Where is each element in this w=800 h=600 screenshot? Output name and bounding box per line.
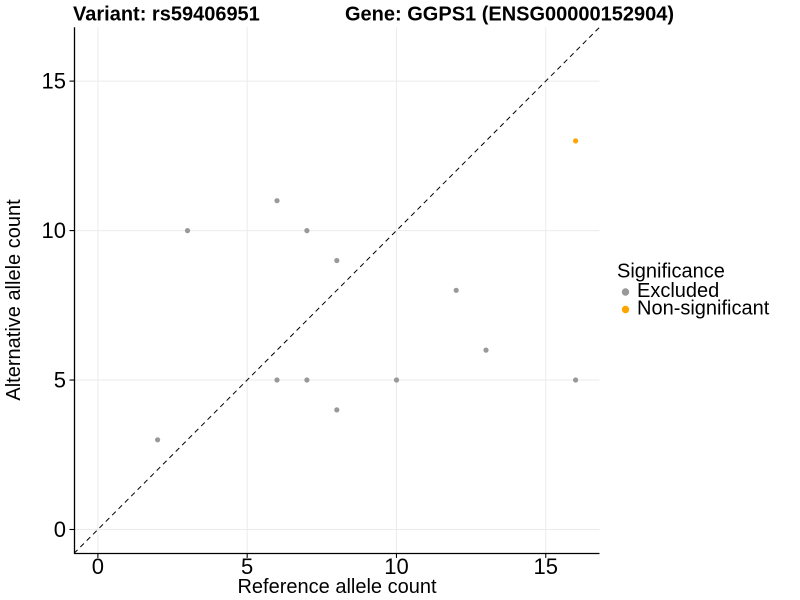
svg-text:Gene: GGPS1 (ENSG00000152904): Gene: GGPS1 (ENSG00000152904) [345,4,674,26]
svg-text:Reference allele count: Reference allele count [237,576,436,598]
svg-text:10: 10 [42,218,66,243]
svg-text:Non-significant: Non-significant [637,298,770,320]
svg-text:15: 15 [42,68,66,93]
svg-text:Variant: rs59406951: Variant: rs59406951 [73,4,260,26]
svg-text:0: 0 [92,554,104,579]
svg-text:5: 5 [54,367,66,392]
svg-text:Alternative allele count: Alternative allele count [3,199,25,401]
svg-text:15: 15 [534,554,558,579]
svg-text:0: 0 [54,517,66,542]
svg-text:Significance: Significance [617,261,725,283]
